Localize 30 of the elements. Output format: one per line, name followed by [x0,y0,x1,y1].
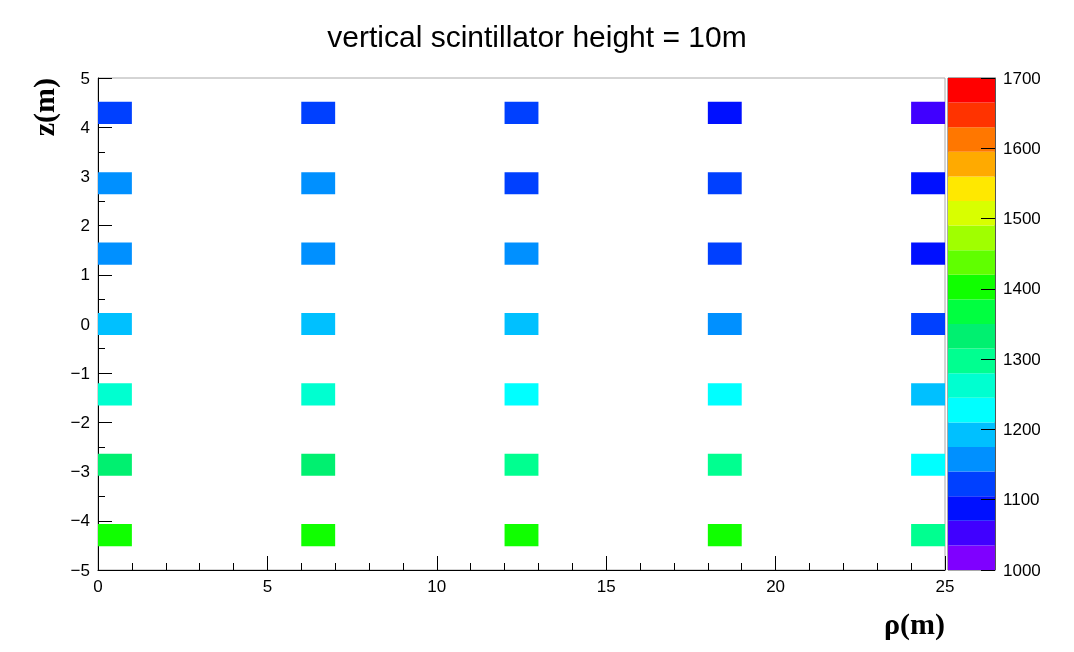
color-bar-label: 1500 [1003,209,1041,229]
color-bar-label: 1300 [1003,349,1041,369]
color-bar-label: 1400 [1003,279,1041,299]
x-tick-label: 25 [935,577,955,596]
y-tick-label: 3 [80,166,90,186]
color-bar-label: 1200 [1003,419,1041,439]
color-bar-label: 1600 [1003,138,1041,158]
y-tick-label: 2 [80,216,90,236]
color-bar-label: 1100 [1003,490,1040,510]
x-tick-label: 10 [427,577,447,596]
y-tick-label: −4 [70,511,90,531]
x-tick-label: 15 [596,577,616,596]
y-tick-label: 0 [80,314,90,334]
point [98,312,132,336]
y-tick-label: −2 [70,412,90,432]
x-tick-label: 20 [766,577,786,596]
y-tick-label: −5 [70,560,90,580]
y-axis-title: z(m) [26,78,61,137]
y-tick-label: −1 [70,363,90,383]
x-tick-label: 5 [262,577,273,596]
y-tick-label: 5 [80,68,90,88]
point [911,312,945,336]
chart-title: vertical scintillator height = 10m [327,19,747,53]
color-bar-label: 1000 [1003,560,1041,580]
color-bar-label: 1700 [1003,68,1041,88]
y-tick-label: 1 [80,265,90,285]
y-tick-label: −3 [70,462,90,482]
y-tick-label: 4 [80,117,90,137]
x-tick-label: 0 [93,577,103,596]
x-axis-title: ρ(m) [883,606,945,641]
